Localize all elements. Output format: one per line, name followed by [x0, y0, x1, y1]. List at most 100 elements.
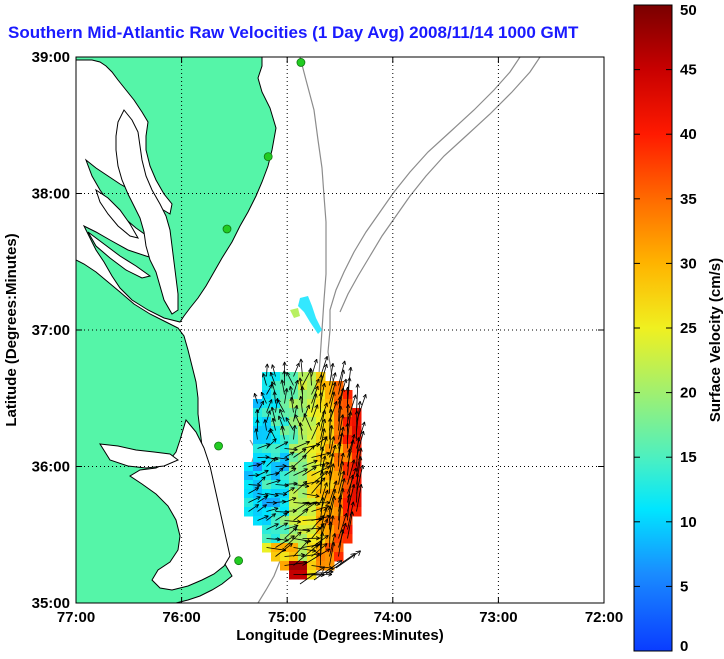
velocity-vector-head: [345, 522, 347, 528]
velocity-vector: [329, 521, 331, 548]
velocity-vector: [313, 560, 343, 581]
velocity-vector: [329, 372, 336, 395]
velocity-vector-head: [291, 451, 295, 456]
velocity-vector-head: [305, 483, 310, 487]
velocity-vector-head: [340, 487, 344, 492]
velocity-cell: [334, 426, 344, 436]
velocity-vector: [293, 405, 298, 422]
velocity-vector: [338, 405, 342, 431]
velocity-vector-head: [271, 364, 273, 369]
velocity-vector-head: [329, 470, 333, 475]
velocity-vector: [356, 437, 359, 467]
velocity-vector-head: [331, 425, 334, 430]
velocity-vector-head: [346, 513, 348, 518]
velocity-vector-head: [345, 386, 348, 391]
velocity-vector: [356, 465, 364, 494]
velocity-vector-head: [324, 455, 327, 460]
velocity-vector-head: [326, 505, 330, 509]
velocity-cell: [298, 417, 308, 427]
x-tick-label: 72:00: [585, 609, 623, 626]
velocity-vector: [257, 469, 269, 476]
velocity-vector: [248, 487, 259, 494]
velocity-vector-head: [280, 379, 283, 384]
velocity-vector: [293, 544, 319, 566]
velocity-vector-head: [274, 456, 279, 460]
velocity-cell: [316, 471, 326, 481]
velocity-vector-head: [326, 452, 331, 456]
velocity-vector: [356, 473, 359, 503]
velocity-vector-head: [261, 460, 266, 463]
velocity-vector-head: [330, 463, 334, 468]
velocity-vector-head: [355, 473, 358, 478]
velocity-vector: [302, 553, 320, 557]
velocity-vector-head: [361, 421, 365, 426]
velocity-vector-head: [268, 399, 272, 403]
velocity-vector-head: [271, 417, 274, 423]
velocity-vector-head: [270, 371, 274, 376]
velocity-vector-head: [316, 544, 319, 549]
x-tick-label: 74:00: [374, 609, 412, 626]
velocity-vector-head: [343, 512, 347, 517]
velocity-vector: [293, 574, 325, 576]
velocity-vector-head: [282, 547, 287, 551]
velocity-vector-head: [349, 511, 353, 516]
bay-inlet-2: [87, 231, 152, 279]
velocity-vector: [302, 518, 323, 521]
velocity-cell: [334, 381, 344, 391]
velocity-vector-head: [282, 494, 287, 497]
velocity-cell: [334, 480, 344, 490]
y-tick-label: 37:00: [32, 322, 70, 339]
velocity-vector-head: [325, 543, 328, 548]
velocity-vector-head: [324, 518, 328, 523]
velocity-vector-head: [341, 432, 344, 437]
velocity-vector-head: [271, 457, 276, 460]
velocity-vector-head: [304, 540, 309, 543]
velocity-vector-head: [330, 409, 334, 414]
velocity-vector: [257, 400, 265, 413]
velocity-cell: [280, 399, 290, 409]
velocity-vector-head: [324, 410, 327, 415]
velocity-vector-head: [256, 409, 260, 414]
velocity-vector-head: [360, 456, 363, 461]
velocity-vector: [293, 529, 311, 532]
velocity-vector-head: [328, 574, 333, 577]
velocity-vectors: [248, 355, 367, 585]
velocity-vector-head: [255, 409, 258, 414]
velocity-vector: [329, 363, 334, 386]
velocity-vector-head: [313, 393, 317, 397]
velocity-vector-head: [298, 396, 302, 401]
velocity-cell: [307, 390, 317, 400]
velocity-vector-head: [286, 388, 289, 393]
velocity-vector: [347, 459, 355, 485]
velocity-vector-head: [283, 370, 287, 375]
velocity-vector-head: [350, 552, 356, 555]
velocity-vector-head: [324, 383, 326, 388]
velocity-vector-head: [322, 497, 325, 502]
velocity-vector-head: [293, 449, 298, 452]
velocity-vector-head: [360, 484, 363, 489]
velocity-vector: [320, 363, 328, 386]
velocity-vector-head: [333, 401, 337, 405]
x-axis-ticks: 77:00 76:00 75:00 74:00 73:00 72:00: [57, 57, 623, 626]
velocity-cell: [316, 561, 326, 571]
velocity-vector-head: [304, 508, 309, 511]
velocity-vector-head: [285, 441, 289, 446]
velocity-vector: [320, 410, 326, 431]
velocity-vector-head: [342, 488, 345, 493]
velocity-vector: [293, 540, 309, 557]
velocity-vector-head: [350, 411, 353, 416]
velocity-vector-head: [290, 543, 293, 548]
velocity-vector-head: [327, 470, 331, 475]
velocity-vector-head: [323, 463, 326, 468]
velocity-vector-head: [294, 524, 299, 526]
velocity-vector-head: [356, 437, 359, 442]
velocity-vector-head: [333, 542, 336, 547]
velocity-vector-head: [323, 507, 327, 512]
velocity-vector-head: [254, 392, 258, 397]
velocity-vector-head: [307, 538, 312, 542]
velocity-cell: [316, 372, 326, 382]
velocity-vector-head: [315, 393, 318, 398]
velocity-cell: [343, 453, 353, 463]
velocity-vector-head: [280, 425, 283, 431]
velocity-vector: [279, 409, 285, 422]
